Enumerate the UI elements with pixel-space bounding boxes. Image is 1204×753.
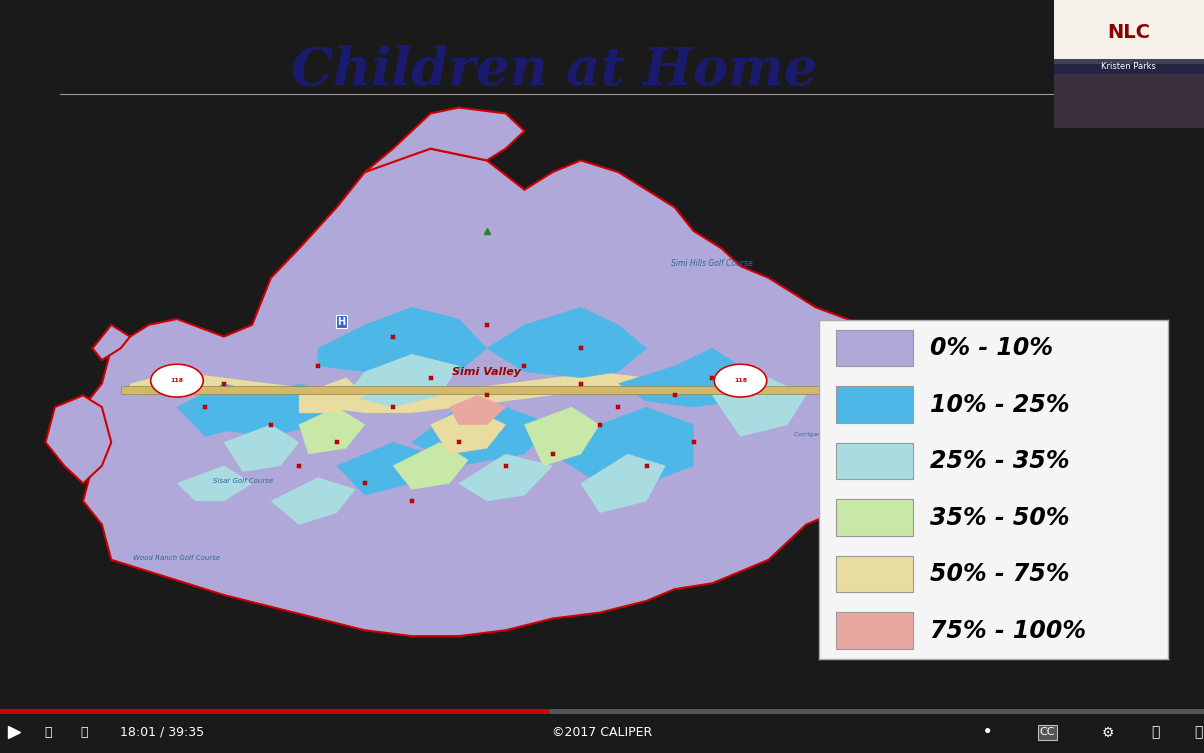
- Polygon shape: [431, 407, 506, 454]
- Polygon shape: [412, 407, 553, 466]
- Polygon shape: [525, 407, 600, 466]
- Polygon shape: [365, 108, 525, 172]
- Polygon shape: [130, 372, 787, 413]
- Text: Kristen Parks: Kristen Parks: [1102, 62, 1156, 71]
- Polygon shape: [318, 307, 486, 378]
- Text: H: H: [337, 317, 346, 327]
- Polygon shape: [224, 383, 337, 437]
- Circle shape: [714, 364, 767, 397]
- Polygon shape: [271, 477, 355, 525]
- FancyBboxPatch shape: [836, 443, 913, 480]
- Bar: [1054, 0, 1204, 64]
- FancyBboxPatch shape: [836, 499, 913, 536]
- Text: Children at Home: Children at Home: [290, 45, 818, 96]
- Polygon shape: [459, 454, 553, 501]
- Text: NLC: NLC: [1108, 23, 1150, 41]
- Bar: [0, 709, 1204, 714]
- Polygon shape: [337, 442, 431, 495]
- Polygon shape: [177, 466, 252, 501]
- Text: 50% - 75%: 50% - 75%: [931, 562, 1070, 586]
- Polygon shape: [299, 378, 365, 413]
- FancyBboxPatch shape: [836, 556, 913, 592]
- Text: ⚫: ⚫: [982, 727, 992, 737]
- Text: 75% - 100%: 75% - 100%: [931, 619, 1086, 642]
- Polygon shape: [580, 454, 666, 513]
- Circle shape: [150, 364, 203, 397]
- Text: 35% - 50%: 35% - 50%: [931, 506, 1070, 529]
- Text: ©2017 CALIPER: ©2017 CALIPER: [551, 726, 653, 739]
- Polygon shape: [93, 325, 130, 360]
- Text: 18:01 / 39:35: 18:01 / 39:35: [120, 726, 205, 739]
- Text: Sisar Golf Course: Sisar Golf Course: [213, 478, 273, 484]
- Bar: [1054, 59, 1204, 75]
- Text: 10% - 25%: 10% - 25%: [931, 393, 1070, 416]
- Text: Corriganville Regional Pk.: Corriganville Regional Pk.: [793, 432, 875, 437]
- Polygon shape: [120, 386, 834, 394]
- FancyBboxPatch shape: [836, 612, 913, 649]
- Polygon shape: [299, 407, 365, 454]
- Polygon shape: [553, 407, 694, 483]
- Text: 25% - 35%: 25% - 35%: [931, 450, 1070, 473]
- Polygon shape: [449, 395, 506, 425]
- Polygon shape: [177, 383, 271, 437]
- Polygon shape: [46, 395, 111, 483]
- Text: 118: 118: [171, 378, 183, 383]
- Text: 118: 118: [734, 378, 746, 383]
- Polygon shape: [224, 425, 299, 471]
- Text: ⤢: ⤢: [1194, 725, 1202, 739]
- Polygon shape: [619, 349, 768, 407]
- Polygon shape: [346, 354, 459, 407]
- Text: Simi Valley: Simi Valley: [453, 367, 521, 376]
- Polygon shape: [73, 148, 928, 636]
- FancyBboxPatch shape: [836, 386, 913, 423]
- Text: ⚙: ⚙: [1102, 725, 1114, 739]
- Text: CC: CC: [1040, 727, 1055, 737]
- Bar: [0, 709, 549, 714]
- Text: Simi Hills Golf Course: Simi Hills Golf Course: [672, 259, 754, 268]
- Text: 🔊: 🔊: [81, 726, 88, 739]
- Text: ⏭: ⏭: [45, 726, 52, 739]
- Polygon shape: [486, 307, 647, 378]
- Text: Wood Ranch Golf Course: Wood Ranch Golf Course: [134, 555, 220, 561]
- Text: ⛶: ⛶: [1152, 725, 1159, 739]
- FancyBboxPatch shape: [836, 330, 913, 367]
- Text: 0% - 10%: 0% - 10%: [931, 337, 1054, 360]
- Polygon shape: [393, 442, 468, 489]
- Polygon shape: [713, 378, 807, 437]
